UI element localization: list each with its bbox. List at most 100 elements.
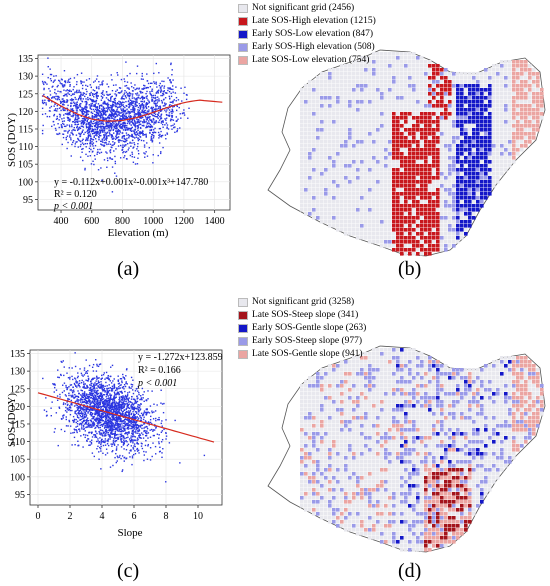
- data-point: [102, 405, 104, 408]
- data-point: [113, 102, 116, 104]
- data-point: [130, 404, 132, 407]
- data-point: [71, 395, 74, 398]
- grid-cell: [348, 72, 352, 76]
- data-point: [145, 125, 148, 127]
- data-point: [97, 412, 99, 415]
- data-point: [133, 428, 135, 430]
- data-point: [64, 394, 67, 396]
- data-point: [142, 78, 144, 80]
- data-point: [70, 115, 73, 117]
- grid-cell: [520, 60, 524, 64]
- data-point: [110, 398, 113, 401]
- data-point: [114, 138, 117, 140]
- data-point: [77, 372, 79, 374]
- grid-cell: [420, 84, 424, 88]
- data-point: [83, 406, 85, 409]
- data-point: [127, 405, 129, 407]
- data-point: [131, 389, 134, 391]
- data-point: [96, 415, 99, 417]
- data-point: [126, 137, 128, 140]
- data-point: [100, 443, 102, 446]
- data-point: [125, 117, 127, 119]
- grid-cell: [388, 52, 392, 56]
- grid-cell: [308, 80, 312, 84]
- r-squared: R² = 0.120: [54, 189, 97, 200]
- data-point: [131, 439, 133, 441]
- data-point: [146, 117, 148, 120]
- data-point: [137, 404, 139, 406]
- data-point: [120, 441, 123, 443]
- data-point: [133, 124, 135, 126]
- data-point: [87, 132, 89, 135]
- data-point: [149, 123, 152, 126]
- data-point: [132, 122, 135, 125]
- data-point: [93, 132, 95, 134]
- data-point: [101, 386, 103, 389]
- data-point: [76, 89, 78, 92]
- data-point: [105, 424, 107, 426]
- data-point: [108, 411, 110, 413]
- data-point: [76, 425, 79, 427]
- data-point: [129, 121, 131, 123]
- data-point: [127, 411, 130, 414]
- data-point: [90, 396, 93, 399]
- data-point: [79, 135, 82, 137]
- data-point: [65, 386, 67, 388]
- data-point: [139, 434, 142, 436]
- data-point: [74, 143, 77, 145]
- data-point: [69, 378, 71, 380]
- grid-cell: [484, 76, 488, 80]
- data-point: [90, 415, 93, 417]
- data-point: [92, 122, 94, 125]
- data-point: [109, 123, 111, 125]
- data-point: [67, 377, 70, 379]
- data-point: [98, 386, 101, 389]
- data-point: [120, 112, 123, 114]
- data-point: [133, 414, 135, 417]
- grid-cell: [508, 76, 512, 80]
- data-point: [76, 423, 79, 425]
- data-point: [93, 93, 96, 95]
- grid-cell: [408, 56, 412, 60]
- data-point: [109, 420, 112, 422]
- data-point: [102, 106, 105, 109]
- data-point: [113, 434, 116, 437]
- data-point: [96, 134, 98, 137]
- data-point: [73, 77, 76, 79]
- data-point: [83, 416, 86, 419]
- grid-cell: [352, 80, 356, 84]
- data-point: [116, 429, 118, 432]
- data-point: [138, 429, 141, 432]
- data-point: [101, 396, 104, 398]
- data-point: [97, 407, 99, 410]
- data-point: [137, 114, 140, 116]
- data-point: [97, 381, 100, 384]
- data-point: [156, 108, 158, 110]
- data-point: [147, 102, 149, 105]
- data-point: [65, 406, 67, 409]
- data-point: [155, 83, 158, 85]
- data-point: [63, 125, 66, 128]
- grid-cell: [516, 68, 520, 72]
- data-point: [103, 440, 105, 442]
- data-point: [113, 126, 116, 129]
- data-point: [110, 114, 112, 117]
- data-point: [117, 128, 120, 131]
- grid-cell: [408, 64, 412, 68]
- data-point: [91, 366, 94, 369]
- data-point: [172, 124, 174, 127]
- data-point: [124, 424, 127, 426]
- data-point: [146, 427, 149, 430]
- grid-cell: [480, 92, 484, 96]
- grid-cell: [388, 64, 392, 68]
- data-point: [68, 407, 71, 409]
- data-point: [79, 368, 81, 370]
- data-point: [172, 85, 174, 87]
- data-point: [107, 376, 109, 379]
- data-point: [160, 88, 162, 90]
- data-point: [83, 118, 85, 120]
- y-tick-label: 115: [10, 419, 25, 430]
- data-point: [138, 105, 141, 107]
- data-point: [82, 159, 84, 162]
- data-point: [153, 114, 155, 117]
